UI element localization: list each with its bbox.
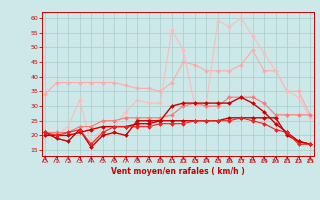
X-axis label: Vent moyen/en rafales ( km/h ): Vent moyen/en rafales ( km/h ) [111, 167, 244, 176]
